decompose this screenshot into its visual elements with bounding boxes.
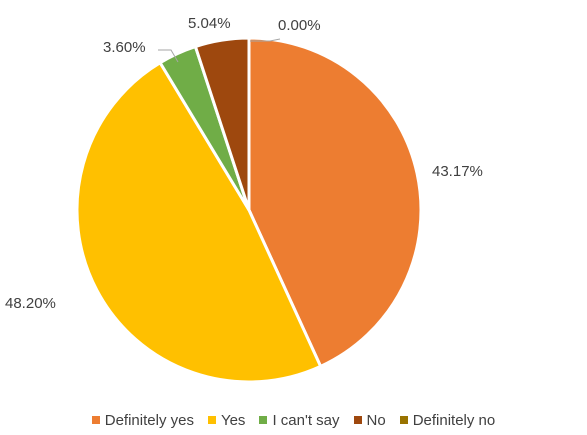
- data-label-definitely-yes: 43.17%: [432, 163, 483, 180]
- legend-label-no: No: [366, 411, 386, 429]
- legend-item-no: No: [353, 411, 386, 429]
- legend-label-definitely-yes: Definitely yes: [104, 411, 194, 429]
- data-label-definitely-no: 0.00%: [278, 17, 321, 34]
- legend-swatch-yes: [207, 416, 216, 424]
- leader-line-i-can-t-say: [158, 49, 179, 63]
- legend-item-i-can-t-say: I can't say: [259, 411, 340, 429]
- pie-slices: [75, 36, 423, 384]
- legend-label-yes: Yes: [220, 411, 246, 429]
- legend-swatch-definitely-yes: [91, 416, 100, 424]
- data-label-no: 5.04%: [188, 15, 231, 32]
- leader-line-definitely-no: [250, 38, 281, 42]
- legend-item-definitely-no: Definitely no: [399, 411, 496, 429]
- pie-slice-yes: [75, 61, 323, 384]
- chart-legend: Definitely yes Yes I can't say No Definitely…: [0, 409, 587, 431]
- legend-label-i-can-t-say: I can't say: [272, 411, 340, 429]
- legend-swatch-definitely-no: [399, 416, 408, 424]
- legend-item-definitely-yes: Definitely yes: [91, 411, 194, 429]
- pie-slice-definitely-yes: [247, 36, 423, 368]
- leader-lines: [158, 38, 281, 63]
- data-label-i-can-t-say: 3.60%: [103, 39, 146, 56]
- legend-label-definitely-no: Definitely no: [412, 411, 496, 429]
- data-labels: 43.17% 48.20% 3.60% 5.04% 0.00%: [5, 15, 483, 312]
- data-label-yes: 48.20%: [5, 295, 56, 312]
- legend-swatch-no: [353, 416, 362, 424]
- legend-item-yes: Yes: [207, 411, 246, 429]
- legend-swatch-i-can-t-say: [259, 416, 268, 424]
